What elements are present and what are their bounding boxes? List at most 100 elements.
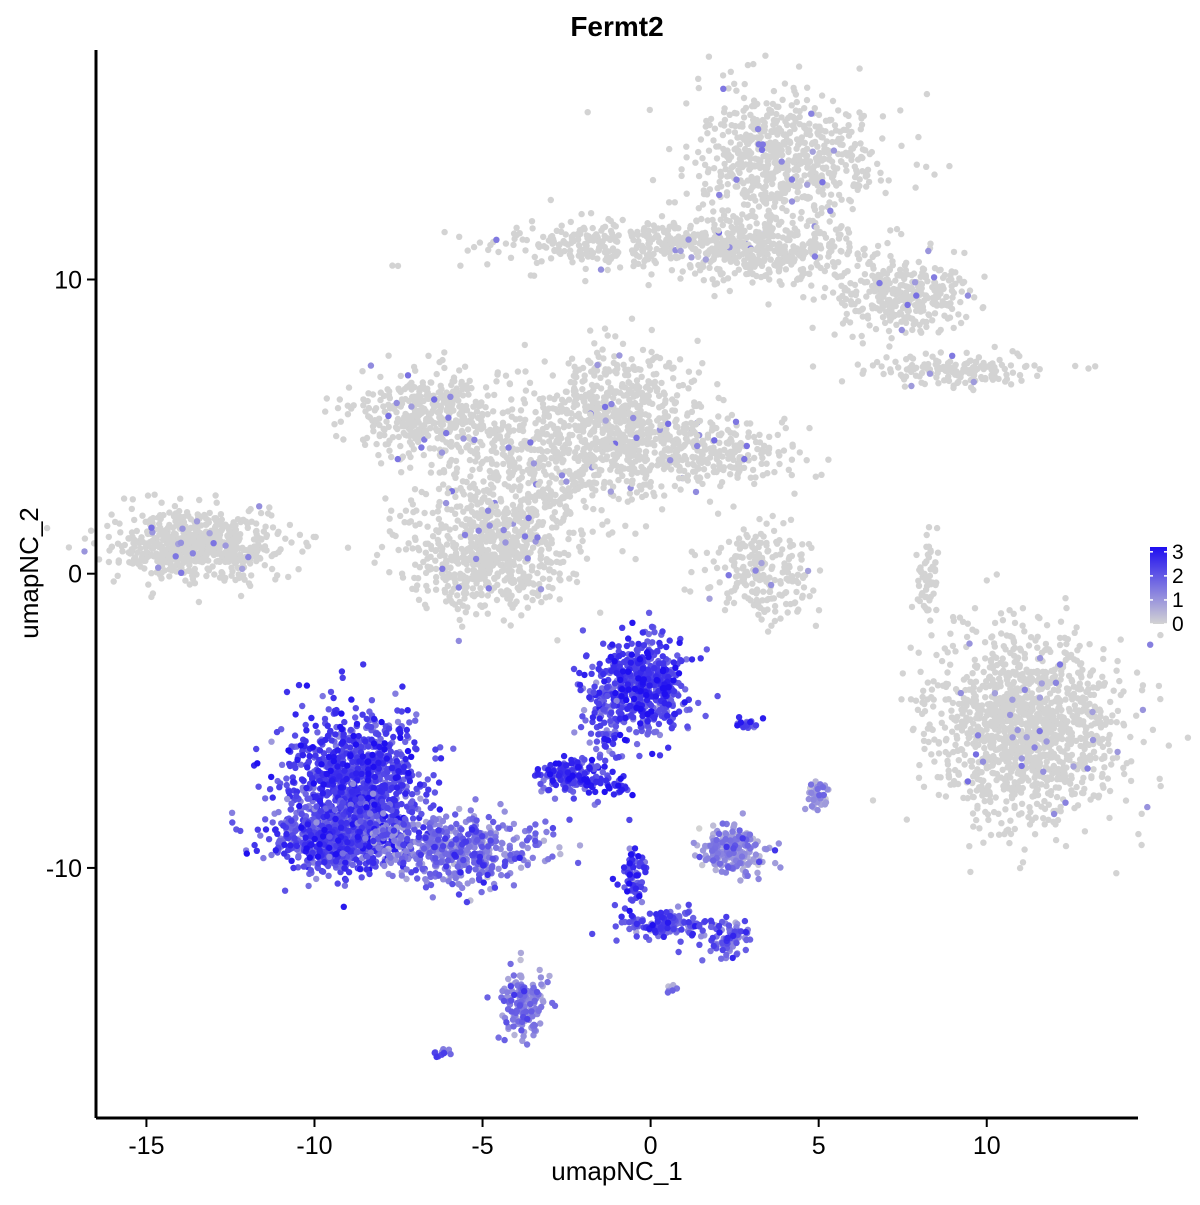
data-point xyxy=(376,421,383,429)
data-point xyxy=(857,277,865,284)
cluster-E xyxy=(809,343,1099,394)
data-point xyxy=(177,513,184,521)
data-point xyxy=(684,412,691,419)
data-point xyxy=(472,398,479,405)
data-point xyxy=(642,448,650,455)
data-point xyxy=(212,492,219,499)
data-point xyxy=(538,258,545,265)
data-point xyxy=(721,116,729,124)
data-point xyxy=(906,364,914,371)
data-point xyxy=(740,114,748,121)
cluster-L xyxy=(681,490,824,635)
data-point xyxy=(750,115,757,122)
data-point xyxy=(527,439,534,446)
data-point xyxy=(536,435,543,443)
data-point xyxy=(625,366,632,373)
data-point xyxy=(887,369,895,376)
data-point xyxy=(386,437,393,444)
data-point xyxy=(548,232,556,240)
data-point xyxy=(804,181,811,188)
data-point xyxy=(581,422,588,430)
data-point xyxy=(631,445,638,453)
data-point xyxy=(580,428,587,435)
data-point xyxy=(630,466,637,473)
data-point xyxy=(344,544,352,551)
data-point xyxy=(842,162,849,169)
data-point xyxy=(915,133,922,141)
data-point xyxy=(359,368,366,375)
data-point xyxy=(522,416,529,423)
data-point xyxy=(803,194,810,201)
data-point xyxy=(699,242,706,249)
data-point xyxy=(770,240,777,247)
data-point xyxy=(768,191,775,198)
data-point xyxy=(797,248,804,256)
data-point xyxy=(771,261,778,269)
data-point xyxy=(721,122,728,129)
data-point xyxy=(398,469,405,476)
data-point xyxy=(582,277,589,285)
data-point xyxy=(735,253,743,260)
data-point xyxy=(344,402,351,409)
data-point xyxy=(711,437,718,444)
data-point xyxy=(775,125,783,132)
data-point xyxy=(918,369,926,377)
data-point xyxy=(695,205,702,212)
data-point xyxy=(616,352,623,359)
data-point xyxy=(529,544,537,551)
data-point xyxy=(911,279,919,286)
data-point xyxy=(829,97,837,105)
data-point xyxy=(528,218,536,225)
data-point xyxy=(801,139,808,146)
data-point xyxy=(760,128,768,135)
data-point xyxy=(648,348,655,356)
data-point xyxy=(851,301,858,308)
data-point xyxy=(495,426,502,433)
data-point xyxy=(504,532,512,539)
data-point xyxy=(424,385,431,392)
data-point xyxy=(500,510,508,517)
data-point xyxy=(401,519,408,526)
data-point xyxy=(461,363,469,370)
data-point xyxy=(710,165,718,172)
data-point xyxy=(433,370,440,378)
data-point xyxy=(819,179,826,186)
data-point xyxy=(873,273,880,281)
data-point xyxy=(831,243,838,250)
data-point xyxy=(814,123,822,130)
data-point xyxy=(513,598,520,605)
data-point xyxy=(449,400,456,407)
data-point xyxy=(478,412,486,420)
data-point xyxy=(395,546,402,554)
data-point xyxy=(695,75,702,83)
data-point xyxy=(578,226,585,233)
data-point xyxy=(632,458,639,465)
data-point xyxy=(721,446,728,453)
data-point xyxy=(926,370,934,377)
data-point xyxy=(817,264,824,272)
data-point xyxy=(892,358,899,365)
data-point xyxy=(149,537,156,544)
data-point xyxy=(949,352,956,359)
data-point xyxy=(721,105,728,112)
data-point xyxy=(903,356,910,363)
data-point xyxy=(555,241,562,249)
data-point xyxy=(903,314,910,321)
data-point xyxy=(897,266,904,273)
data-point xyxy=(691,399,698,406)
data-point xyxy=(148,570,155,577)
data-point xyxy=(539,395,547,402)
data-point xyxy=(706,264,713,271)
data-point xyxy=(590,428,598,435)
data-point xyxy=(562,511,569,518)
data-point xyxy=(543,244,550,251)
data-point xyxy=(225,530,233,538)
data-point xyxy=(529,596,536,604)
data-point xyxy=(128,505,135,513)
data-point xyxy=(892,277,899,284)
data-point xyxy=(753,272,760,280)
data-point xyxy=(590,505,597,513)
data-point xyxy=(919,318,927,325)
